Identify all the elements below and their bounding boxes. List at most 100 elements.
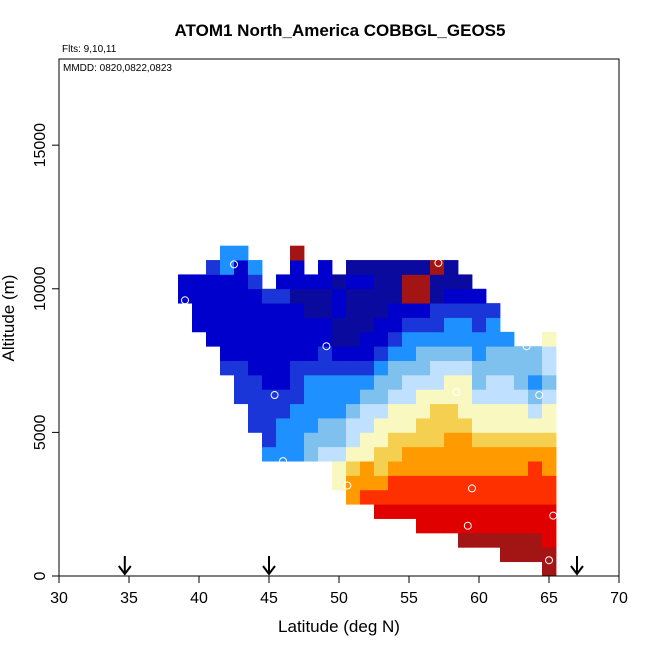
heatmap-cell bbox=[416, 346, 431, 361]
heatmap-cell bbox=[402, 260, 417, 275]
heatmap-cell bbox=[514, 475, 529, 491]
heatmap-cell bbox=[248, 374, 263, 390]
heatmap-cell bbox=[486, 346, 501, 361]
heatmap-cell bbox=[444, 331, 459, 347]
heatmap-cell bbox=[472, 489, 487, 505]
heatmap-cell bbox=[262, 360, 277, 376]
heatmap-cell bbox=[514, 432, 529, 448]
heatmap-cell bbox=[360, 403, 375, 419]
heatmap-cell bbox=[416, 303, 431, 318]
heatmap-cell bbox=[458, 303, 473, 318]
heatmap-cell bbox=[416, 418, 431, 433]
heatmap-cell bbox=[304, 303, 319, 318]
heatmap-cell bbox=[290, 360, 305, 376]
heatmap-cell bbox=[360, 288, 375, 304]
observation-marker bbox=[300, 230, 308, 239]
heatmap-cell bbox=[542, 532, 557, 548]
heatmap-cell bbox=[542, 374, 557, 390]
heatmap-cell bbox=[444, 518, 459, 534]
heatmap-cell bbox=[402, 317, 417, 333]
heatmap-cell bbox=[528, 446, 543, 462]
heatmap-cell bbox=[458, 331, 473, 347]
heatmap-cell bbox=[388, 331, 403, 347]
heatmap-cell bbox=[430, 461, 445, 476]
heatmap-cell bbox=[290, 432, 305, 448]
heatmap-cell bbox=[374, 475, 389, 491]
heatmap-cell bbox=[528, 432, 543, 448]
heatmap-cell bbox=[388, 504, 403, 519]
heatmap-cell bbox=[374, 260, 389, 275]
heatmap-cell bbox=[346, 403, 361, 419]
heatmap-cell bbox=[332, 461, 347, 476]
heatmap-cell bbox=[430, 346, 445, 361]
heatmap-cell bbox=[388, 418, 403, 433]
heatmap-cell bbox=[500, 475, 515, 491]
heatmap-cell bbox=[248, 303, 263, 318]
y-tick-label: 15000 bbox=[32, 123, 49, 168]
heatmap-cell bbox=[542, 504, 557, 519]
heatmap-cell bbox=[360, 317, 375, 333]
heatmap-cell bbox=[332, 303, 347, 318]
heatmap-cell bbox=[514, 403, 529, 419]
heatmap-cell bbox=[290, 446, 305, 462]
heatmap-cell bbox=[262, 418, 277, 433]
heatmap-cell bbox=[514, 504, 529, 519]
heatmap-cell bbox=[248, 403, 263, 419]
heatmap-cell bbox=[346, 475, 361, 491]
heatmap-cell bbox=[388, 403, 403, 419]
heatmap-cell bbox=[388, 274, 403, 290]
heatmap-cell bbox=[290, 288, 305, 304]
heatmap-cell bbox=[444, 260, 459, 275]
heatmap-cell bbox=[318, 260, 333, 275]
heatmap-cell bbox=[514, 360, 529, 376]
heatmap-cell bbox=[514, 418, 529, 433]
heatmap-cell bbox=[234, 346, 249, 361]
heatmap-cell bbox=[346, 288, 361, 304]
heatmap-cell bbox=[248, 418, 263, 433]
heatmap-cell bbox=[528, 532, 543, 548]
heatmap-cell bbox=[402, 418, 417, 433]
heatmap-cell bbox=[374, 374, 389, 390]
heatmap-cell bbox=[262, 303, 277, 318]
heatmap-cell bbox=[290, 418, 305, 433]
heatmap-cell bbox=[472, 317, 487, 333]
heatmap-cell bbox=[234, 331, 249, 347]
heatmap-cell bbox=[416, 331, 431, 347]
heatmap-cell bbox=[332, 331, 347, 347]
heatmap-cell bbox=[248, 260, 263, 275]
observation-marker bbox=[452, 388, 461, 397]
heatmap-cell bbox=[262, 432, 277, 448]
heatmap-cell bbox=[248, 360, 263, 376]
heatmap-cell bbox=[444, 274, 459, 290]
heatmap-cell bbox=[444, 461, 459, 476]
heatmap-cell bbox=[346, 418, 361, 433]
dates-annotation: MMDD: 0820,0822,0823 bbox=[63, 63, 172, 74]
heatmap-cell bbox=[486, 475, 501, 491]
heatmap-cell bbox=[290, 346, 305, 361]
heatmap-cell bbox=[290, 260, 305, 275]
heatmap-cell bbox=[458, 432, 473, 448]
heatmap-cell bbox=[528, 374, 543, 390]
heatmap-cell bbox=[500, 446, 515, 462]
heatmap-cell bbox=[500, 432, 515, 448]
heatmap-cell bbox=[416, 389, 431, 405]
heatmap-cell bbox=[472, 504, 487, 519]
heatmap-cell bbox=[234, 288, 249, 304]
heatmap-cell bbox=[486, 461, 501, 476]
heatmap-cell bbox=[290, 245, 305, 261]
heatmap-cell bbox=[192, 317, 207, 333]
heatmap-cell bbox=[276, 432, 291, 448]
heatmap-cell bbox=[458, 360, 473, 376]
heatmap-cells bbox=[178, 245, 557, 577]
heatmap-cell bbox=[444, 475, 459, 491]
observation-marker bbox=[230, 260, 238, 269]
heatmap-cell bbox=[360, 475, 375, 491]
heatmap-cell bbox=[374, 331, 389, 347]
y-tick-label: 10000 bbox=[32, 266, 49, 311]
heatmap-cell bbox=[500, 403, 515, 419]
heatmap-cell bbox=[388, 461, 403, 476]
heatmap-cell bbox=[472, 403, 487, 419]
heatmap-cell bbox=[388, 303, 403, 318]
heatmap-cell bbox=[528, 547, 543, 563]
heatmap-cell bbox=[430, 274, 445, 290]
